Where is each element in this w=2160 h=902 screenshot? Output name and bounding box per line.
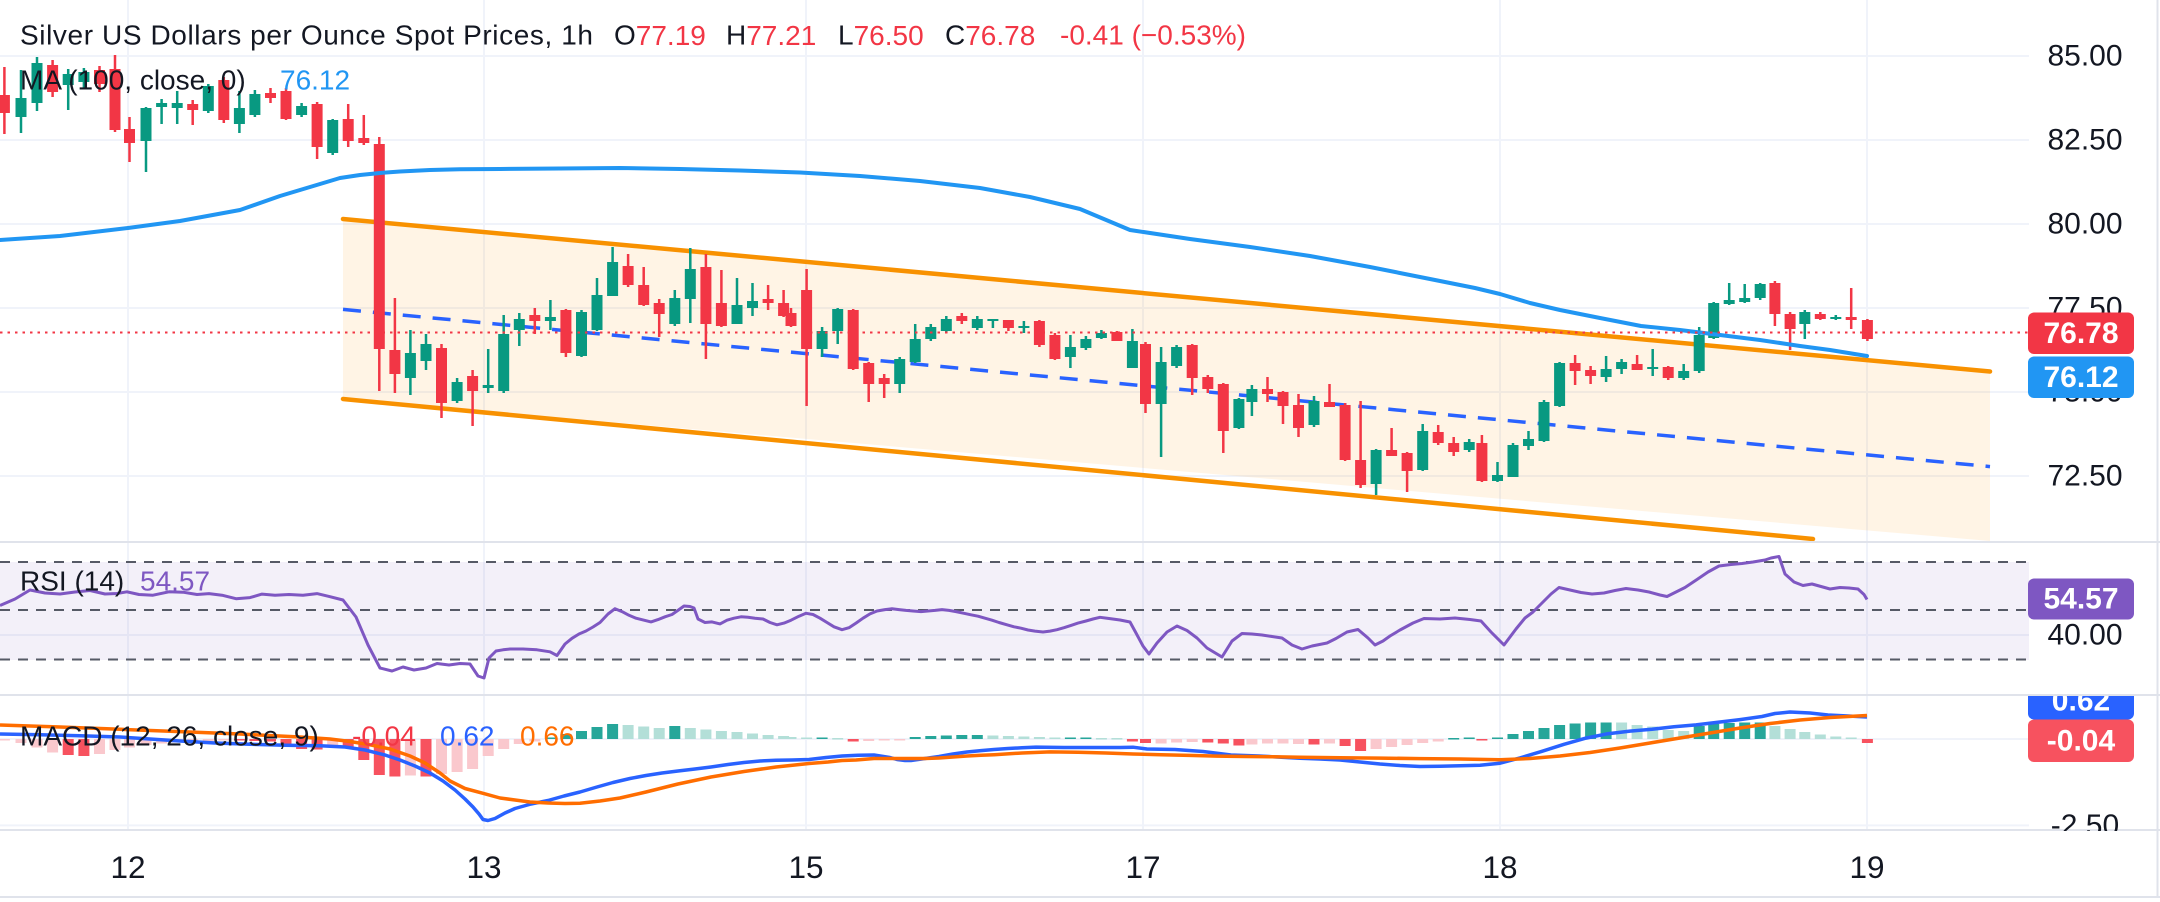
svg-text:19: 19 <box>1849 849 1884 885</box>
svg-text:40.00: 40.00 <box>2047 619 2122 652</box>
svg-text:O77.19: O77.19 <box>614 20 706 51</box>
svg-text:L76.50: L76.50 <box>838 20 924 51</box>
svg-text:54.57: 54.57 <box>140 566 210 597</box>
svg-text:0.62: 0.62 <box>440 721 495 752</box>
svg-text:Silver US Dollars per Ounce Sp: Silver US Dollars per Ounce Spot Prices,… <box>20 20 594 51</box>
svg-text:MACD (12, 26, close, 9): MACD (12, 26, close, 9) <box>20 721 319 752</box>
svg-text:0.66: 0.66 <box>520 721 575 752</box>
svg-text:54.57: 54.57 <box>2043 583 2118 616</box>
svg-text:17: 17 <box>1125 849 1160 885</box>
svg-text:-0.41 (−0.53%): -0.41 (−0.53%) <box>1060 20 1246 51</box>
svg-text:13: 13 <box>466 849 501 885</box>
svg-text:-0.04: -0.04 <box>2047 724 2116 757</box>
svg-text:RSI (14): RSI (14) <box>20 566 124 597</box>
svg-text:-2.50: -2.50 <box>2051 809 2119 842</box>
svg-text:76.12: 76.12 <box>2043 361 2118 394</box>
svg-text:85.00: 85.00 <box>2047 40 2122 73</box>
svg-text:-0.04: -0.04 <box>352 721 416 752</box>
svg-text:C76.78: C76.78 <box>945 20 1035 51</box>
svg-text:76.78: 76.78 <box>2043 317 2118 350</box>
svg-text:80.00: 80.00 <box>2047 208 2122 241</box>
svg-text:MA (100, close, 0): MA (100, close, 0) <box>20 65 246 96</box>
svg-text:82.50: 82.50 <box>2047 124 2122 157</box>
svg-text:12: 12 <box>110 849 145 885</box>
svg-text:76.12: 76.12 <box>280 65 350 96</box>
svg-text:0.62: 0.62 <box>2052 685 2110 718</box>
svg-text:15: 15 <box>788 849 823 885</box>
svg-text:H77.21: H77.21 <box>726 20 816 51</box>
svg-text:72.50: 72.50 <box>2047 460 2122 493</box>
svg-text:18: 18 <box>1482 849 1517 885</box>
